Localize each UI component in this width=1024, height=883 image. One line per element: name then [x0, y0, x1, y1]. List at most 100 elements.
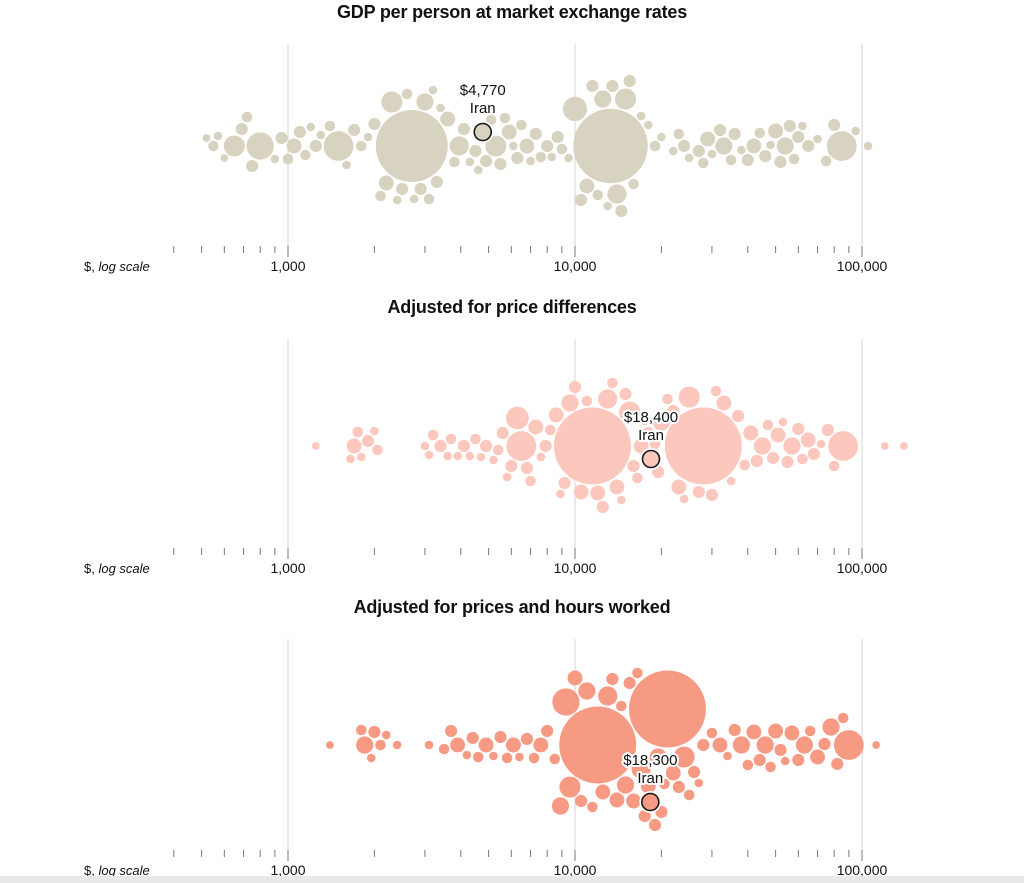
country-bubble: [596, 500, 609, 514]
country-bubble: [416, 93, 434, 111]
country-bubble: [629, 670, 706, 748]
country-bubble: [368, 725, 381, 739]
country-bubble: [457, 439, 470, 453]
highlight-country-label: Iran: [637, 770, 663, 787]
tick-label: 10,000: [554, 560, 597, 576]
country-bubble: [694, 778, 704, 788]
country-bubble: [502, 472, 512, 482]
highlight-country-label: Iran: [470, 100, 496, 117]
country-bubble: [648, 818, 662, 832]
country-bubble: [438, 743, 450, 755]
country-bubble: [742, 759, 754, 771]
panel-prices-and-hours-adjusted: Adjusted for prices and hours worked 1,0…: [0, 595, 1024, 883]
country-bubble: [581, 395, 593, 407]
country-bubble: [683, 789, 695, 801]
country-bubble: [575, 193, 588, 207]
country-bubble: [606, 672, 619, 686]
country-bubble: [564, 153, 573, 163]
country-bubble: [705, 488, 719, 502]
country-bubble: [816, 439, 826, 449]
country-bubble: [706, 727, 718, 739]
country-bubble: [462, 750, 472, 760]
country-bubble: [552, 688, 580, 716]
country-bubble: [480, 439, 493, 453]
country-bubble: [348, 123, 361, 137]
country-bubble: [698, 157, 709, 169]
country-bubble: [509, 141, 518, 151]
country-bubble: [741, 153, 754, 167]
country-bubble: [643, 120, 653, 130]
country-bubble: [306, 122, 316, 132]
country-bubble: [595, 784, 611, 800]
country-bubble: [392, 740, 402, 750]
tick-label: 10,000: [554, 862, 597, 878]
country-bubble: [559, 776, 581, 798]
country-bubble: [725, 154, 737, 166]
country-bubble: [743, 425, 759, 441]
country-bubble: [372, 444, 383, 456]
country-bubble: [562, 96, 588, 122]
country-bubble: [480, 154, 493, 168]
country-bubble: [798, 121, 807, 131]
country-bubble: [633, 438, 649, 454]
country-bubble: [828, 460, 840, 472]
country-bubble: [774, 743, 787, 757]
country-bubble: [202, 134, 211, 142]
country-bubble: [781, 455, 794, 469]
tick-label: 10,000: [554, 258, 597, 274]
country-bubble: [746, 724, 762, 740]
country-bubble: [401, 88, 413, 100]
country-bubble: [615, 88, 637, 110]
country-bubble: [900, 442, 908, 450]
country-bubble: [556, 489, 565, 499]
country-bubble: [753, 437, 772, 455]
country-bubble: [851, 126, 860, 136]
country-bubble: [370, 426, 379, 436]
country-bubble: [489, 751, 498, 761]
country-bubble: [623, 676, 636, 690]
country-bubble: [440, 111, 456, 127]
country-bubble: [528, 752, 540, 764]
country-bubble: [424, 450, 434, 460]
country-bubble: [728, 127, 741, 141]
country-bubble: [434, 439, 447, 453]
beeswarm-chart: 1,000 10,000 100,000$, log scale$18,400$18…: [84, 339, 908, 576]
country-bubble: [657, 132, 666, 142]
country-bubble: [548, 407, 564, 423]
country-bubble: [409, 194, 419, 204]
country-bubble: [519, 138, 535, 154]
highlight-bubble: [641, 449, 661, 469]
highlight-value-label-halo: $18,400: [624, 409, 678, 426]
country-bubble: [424, 740, 434, 750]
country-bubble: [679, 494, 689, 504]
country-bubble: [293, 125, 306, 139]
country-bubble: [607, 184, 627, 204]
country-bubble: [352, 426, 364, 438]
country-bubble: [726, 476, 736, 486]
country-bubble: [783, 119, 796, 133]
country-bubble: [428, 85, 438, 95]
country-bubble: [551, 797, 570, 815]
highlight-value-label: $18,300: [623, 752, 677, 769]
country-bubble: [746, 138, 762, 154]
country-bubble: [469, 144, 482, 158]
country-bubble: [632, 667, 643, 679]
country-bubble: [831, 757, 844, 771]
country-bubble: [499, 112, 511, 124]
highlight-bubble: [473, 122, 493, 142]
country-bubble: [609, 792, 625, 808]
country-bubble: [642, 426, 655, 440]
chart-title: Adjusted for price differences: [387, 297, 637, 317]
country-bubble: [598, 686, 618, 706]
country-bubble: [767, 451, 780, 465]
country-bubble: [511, 151, 524, 165]
country-bubble: [536, 452, 546, 462]
country-bubble: [820, 155, 832, 167]
country-bubble: [473, 165, 483, 175]
country-bubble: [788, 153, 800, 165]
country-bubble: [213, 131, 223, 141]
country-bubble: [732, 736, 750, 754]
country-bubble: [804, 725, 816, 737]
country-bubble: [450, 737, 466, 753]
country-bubble: [649, 748, 667, 766]
